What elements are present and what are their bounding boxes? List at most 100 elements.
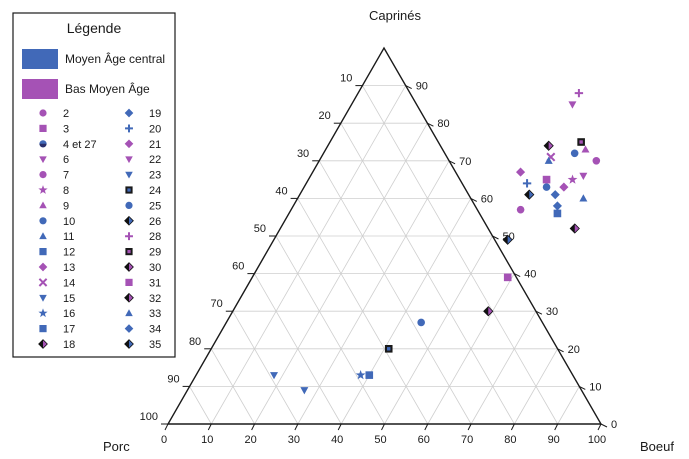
left-tick-label: 10 bbox=[340, 73, 352, 85]
marker-shape bbox=[567, 174, 578, 184]
marker-shape bbox=[542, 183, 551, 191]
marker-shape bbox=[39, 248, 47, 256]
legend-group-swatch bbox=[22, 79, 58, 99]
marker-shape bbox=[516, 167, 526, 177]
right-tick-label: 60 bbox=[481, 193, 493, 205]
bottom-tick-mark bbox=[164, 423, 169, 431]
marker-shape-inner bbox=[127, 249, 131, 254]
legend-item-label: 21 bbox=[149, 139, 161, 151]
bottom-tick-label: 10 bbox=[201, 434, 213, 446]
legend-item-label: 33 bbox=[149, 308, 161, 320]
bottom-tick-mark bbox=[510, 423, 515, 431]
marker-shape bbox=[552, 201, 562, 211]
marker-shape bbox=[39, 124, 47, 132]
marker-shape bbox=[544, 156, 553, 164]
right-tick-label: 70 bbox=[459, 156, 471, 168]
marker-shape-half bbox=[483, 306, 489, 316]
marker-shape-half bbox=[124, 293, 129, 303]
legend-item-label: 22 bbox=[149, 154, 161, 166]
left-tick-label: 90 bbox=[167, 373, 179, 385]
data-point bbox=[417, 318, 425, 327]
legend-marker bbox=[39, 232, 47, 240]
bottom-tick-mark bbox=[381, 423, 385, 431]
marker-shape bbox=[38, 278, 48, 287]
data-point bbox=[502, 234, 513, 245]
right-tick-mark bbox=[557, 348, 564, 353]
legend-group-label: Moyen Âge central bbox=[65, 51, 165, 66]
marker-shape-half bbox=[124, 339, 129, 349]
bottom-tick-label: 100 bbox=[588, 434, 606, 446]
data-point bbox=[300, 387, 309, 395]
legend-item-label: 2 bbox=[63, 108, 69, 120]
data-point bbox=[553, 209, 562, 218]
bottom-tick-mark bbox=[467, 423, 472, 431]
legend-marker bbox=[39, 109, 47, 117]
bottom-tick-label: 20 bbox=[244, 434, 256, 446]
legend-item-label: 17 bbox=[63, 324, 75, 336]
marker-shape-half bbox=[544, 141, 549, 151]
legend-item-label: 18 bbox=[63, 339, 75, 351]
right-tick-mark bbox=[470, 197, 478, 202]
legend-groups: Moyen Âge central Bas Moyen Âge bbox=[22, 49, 165, 99]
data-point bbox=[570, 149, 579, 158]
axis-label-right: Boeuf bbox=[640, 439, 674, 454]
legend-title: Légende bbox=[67, 20, 122, 36]
marker-shape bbox=[39, 294, 47, 302]
legend-group-swatch bbox=[22, 49, 58, 69]
legend-marker bbox=[39, 171, 47, 179]
data-point bbox=[524, 189, 535, 200]
grid-line bbox=[362, 85, 559, 425]
legend-item-label: 13 bbox=[63, 262, 75, 274]
marker-shape bbox=[270, 372, 279, 380]
marker-shape-half bbox=[39, 143, 47, 148]
data-point bbox=[581, 145, 590, 153]
right-tick-label: 80 bbox=[437, 118, 449, 130]
right-tick-label: 20 bbox=[568, 344, 580, 356]
legend-item-label: 19 bbox=[149, 108, 161, 120]
grid-line bbox=[427, 273, 515, 425]
data-point bbox=[544, 156, 553, 164]
bottom-tick-label: 60 bbox=[418, 434, 430, 446]
right-tick-label: 90 bbox=[416, 81, 428, 93]
marker-shape bbox=[570, 149, 579, 158]
right-tick-mark bbox=[448, 160, 456, 165]
data-point bbox=[516, 205, 525, 214]
right-tick-mark bbox=[492, 235, 499, 240]
legend-item-label: 15 bbox=[63, 293, 75, 305]
bottom-tick-mark bbox=[337, 423, 342, 431]
data-point bbox=[542, 175, 551, 184]
marker-shape-half bbox=[524, 190, 530, 200]
marker-shape bbox=[542, 175, 551, 184]
legend-item-label: 10 bbox=[63, 216, 75, 228]
legend-item-label: 3 bbox=[63, 123, 69, 135]
legend-marker bbox=[39, 140, 47, 148]
data-point bbox=[516, 167, 526, 177]
legend-marker bbox=[124, 215, 134, 226]
left-tick-label: 40 bbox=[275, 185, 287, 197]
marker-shape bbox=[39, 109, 47, 117]
grid-line bbox=[210, 348, 255, 425]
marker-shape bbox=[39, 232, 47, 240]
marker-shape bbox=[522, 179, 532, 188]
grid-line bbox=[557, 386, 580, 425]
legend-marker bbox=[39, 201, 47, 209]
marker-shape bbox=[38, 262, 48, 272]
grid-line bbox=[384, 235, 493, 425]
legend-item-label: 28 bbox=[149, 231, 161, 243]
legend-item-label: 14 bbox=[63, 277, 75, 289]
legend-group-label: Bas Moyen Âge bbox=[65, 81, 150, 96]
bottom-tick-mark bbox=[251, 423, 256, 431]
legend-item-label: 9 bbox=[63, 200, 69, 212]
data-point bbox=[569, 223, 580, 234]
marker-shape-half bbox=[38, 339, 43, 349]
legend-item-label: 34 bbox=[149, 324, 161, 336]
marker-shape bbox=[125, 232, 133, 241]
marker-shape bbox=[125, 156, 133, 164]
marker-shape bbox=[579, 172, 588, 181]
left-tick-label: 100 bbox=[140, 411, 158, 423]
marker-shape bbox=[553, 209, 562, 218]
marker-shape bbox=[355, 369, 366, 380]
data-point bbox=[483, 306, 494, 317]
legend-item-label: 4 et 27 bbox=[63, 139, 97, 151]
